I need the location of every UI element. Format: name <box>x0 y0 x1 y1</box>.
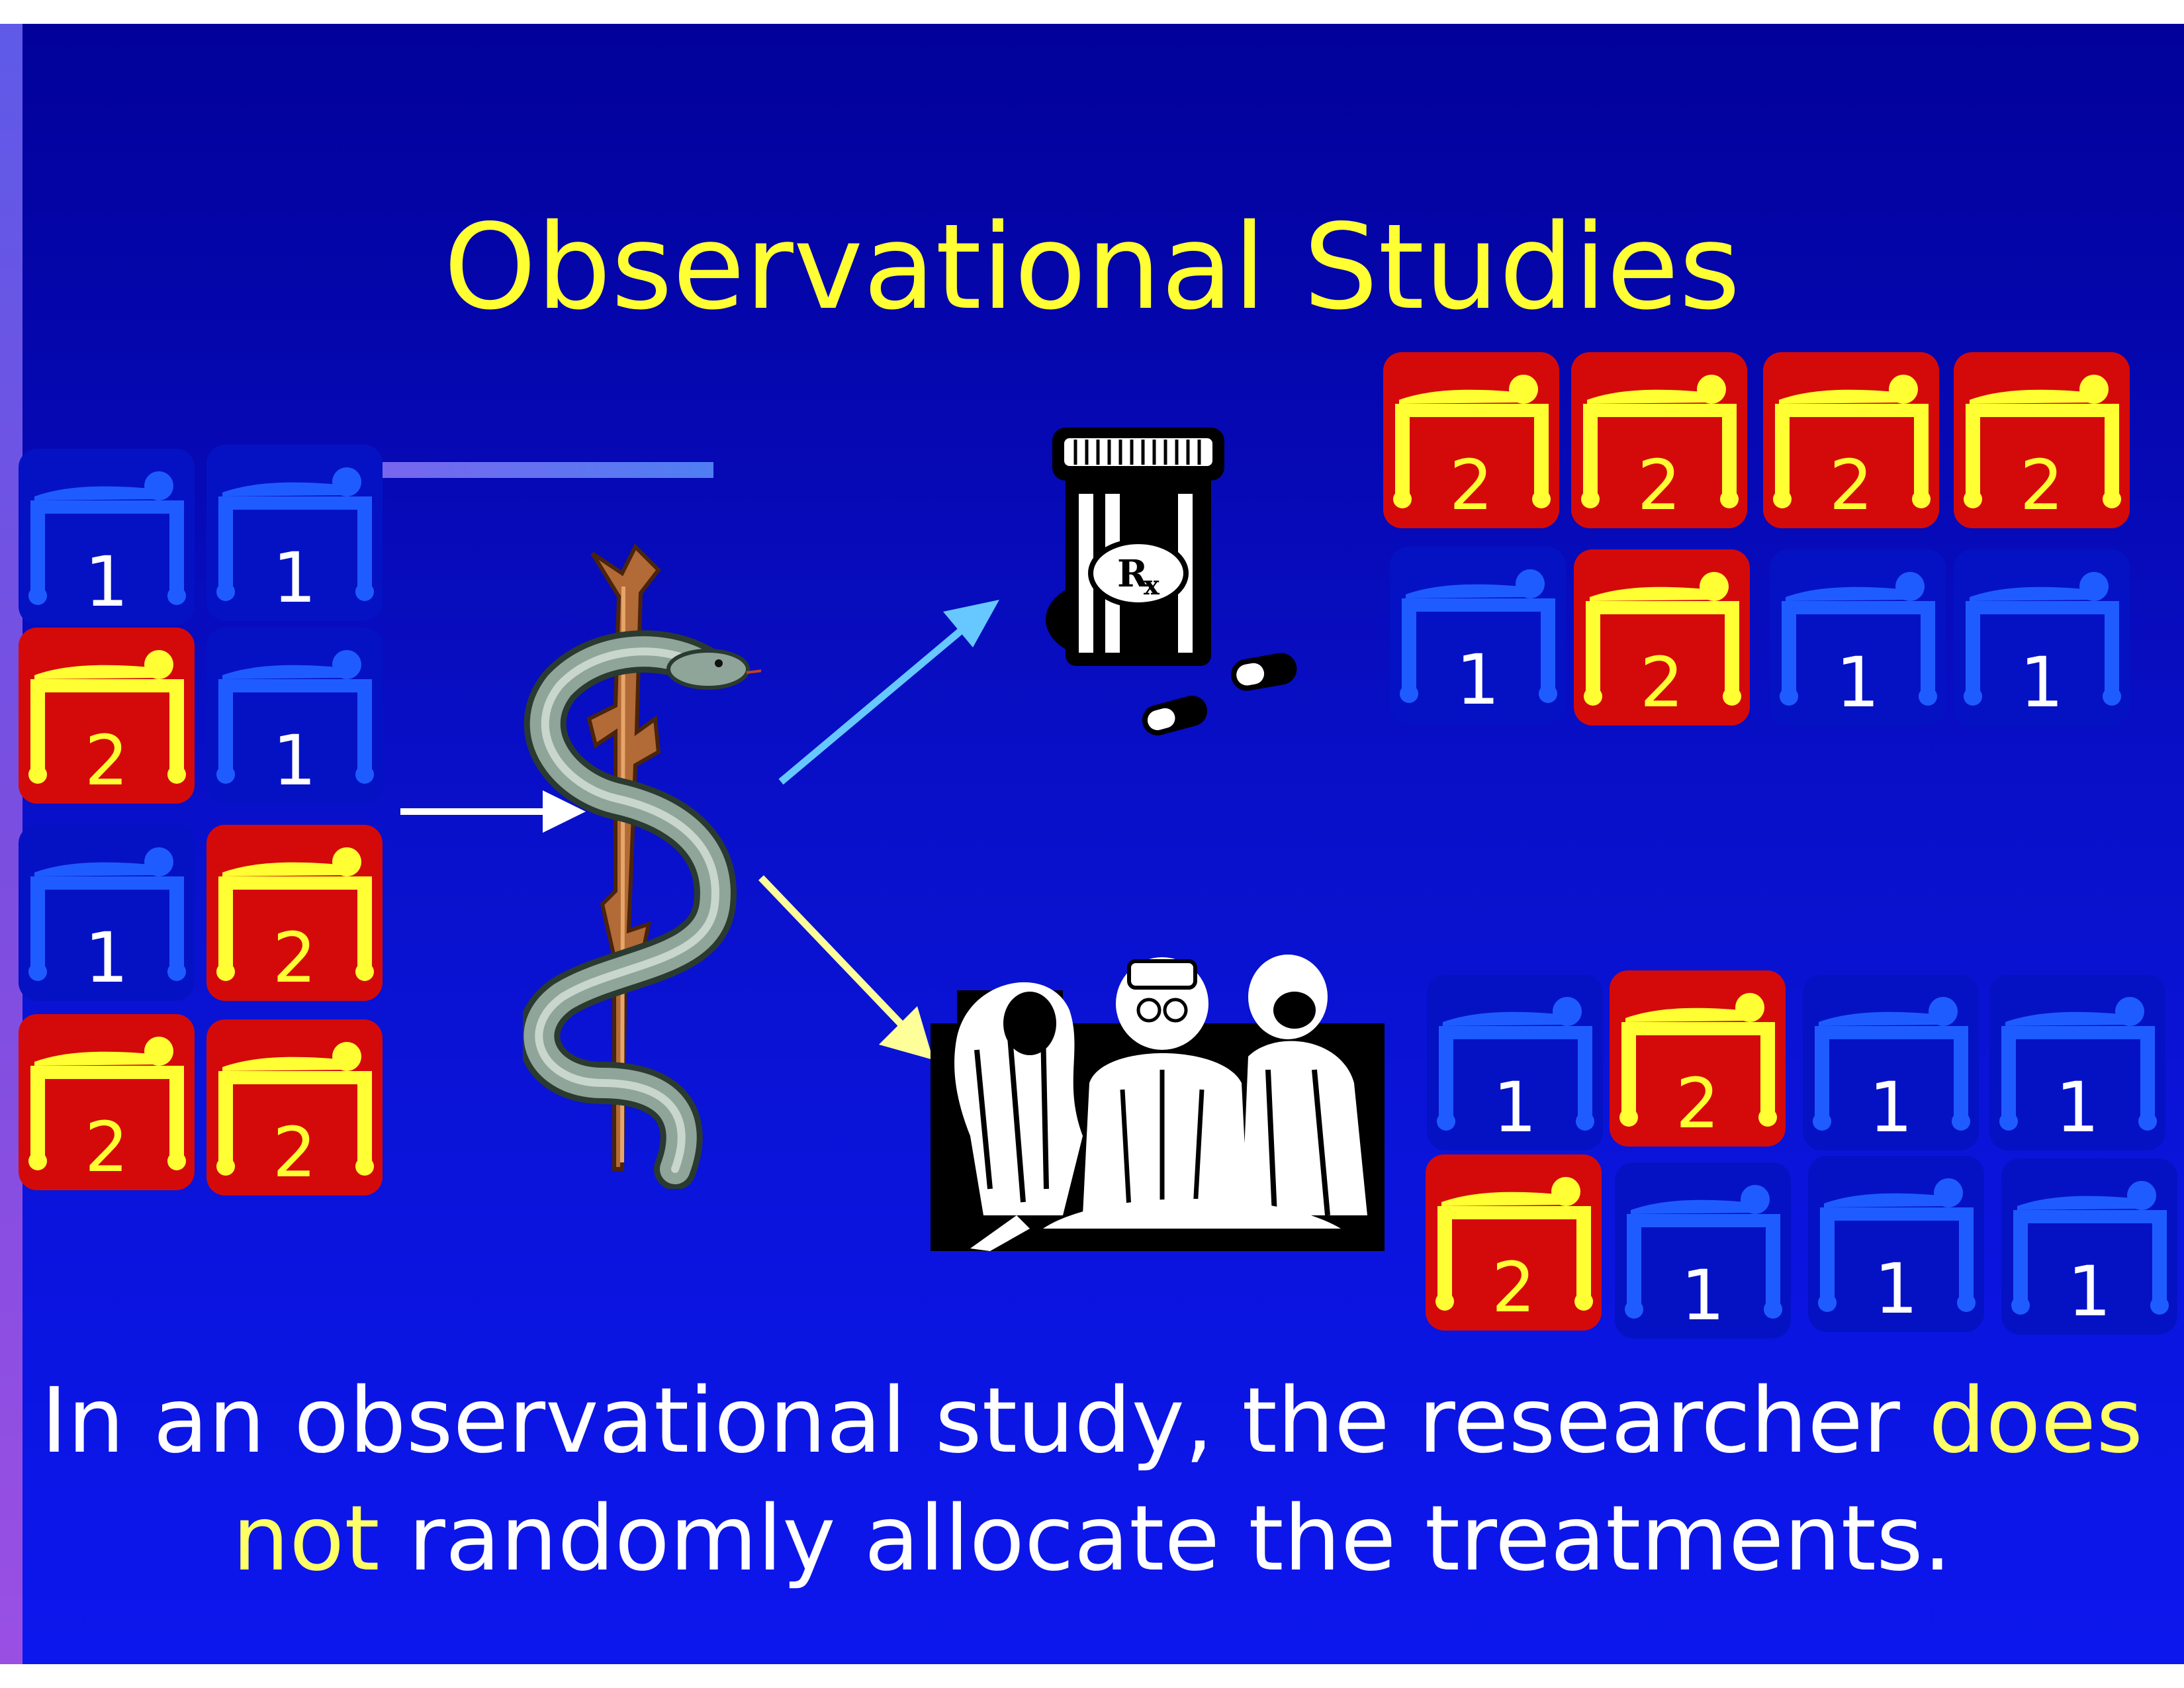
group-number: 1 <box>84 541 129 622</box>
patient-bed-icon <box>28 471 186 605</box>
group-number: 1 <box>272 720 317 801</box>
caption-text-2: randomly allocate the treatments. <box>379 1487 1952 1591</box>
patient-bed-icon <box>1964 375 2121 508</box>
patient-tile: 1 <box>1427 974 1603 1150</box>
patient-tile: 2 <box>1383 352 1559 528</box>
slide-title: Observational Studies <box>443 199 1741 336</box>
patient-tile: 1 <box>206 445 383 621</box>
patient-bed-icon <box>216 1042 374 1176</box>
patient-tile: 2 <box>19 1014 195 1190</box>
arrow-icon <box>778 600 999 785</box>
arrow-icon <box>758 875 933 1060</box>
patient-tile: 2 <box>206 1019 383 1196</box>
patient-bed-icon <box>1584 572 1741 706</box>
group-number: 2 <box>272 1112 317 1193</box>
patient-tile: 1 <box>1615 1162 1791 1338</box>
patient-bed-icon <box>1619 993 1777 1127</box>
patient-bed-icon <box>1813 997 1970 1131</box>
patient-bed-icon <box>216 650 374 784</box>
patient-tile: 1 <box>19 449 195 625</box>
slide-caption: In an observational study, the researche… <box>40 1362 2144 1598</box>
patient-bed-icon <box>1400 569 1557 703</box>
svg-text:R: R <box>1117 552 1148 596</box>
group-number: 2 <box>2019 445 2064 526</box>
patient-tile: 1 <box>1954 549 2130 726</box>
group-number: 2 <box>272 917 317 998</box>
caption-text-1: In an observational study, the researche… <box>40 1369 1929 1474</box>
patient-bed-icon <box>1773 375 1931 508</box>
group-number: 2 <box>1639 642 1684 723</box>
patient-bed-icon <box>1780 572 1937 706</box>
patient-tile: 2 <box>1571 352 1747 528</box>
group-number: 1 <box>1680 1255 1725 1336</box>
group-number: 1 <box>1874 1248 1919 1329</box>
surgeons-icon <box>931 955 1385 1251</box>
slide: Observational Studies 1 1 2 <box>0 24 2184 1664</box>
patient-tile: 1 <box>1390 547 1566 723</box>
pill-bottle-icon: R x <box>1046 428 1297 735</box>
patient-bed-icon <box>28 1037 186 1170</box>
group-number: 1 <box>1455 639 1500 720</box>
patient-bed-icon <box>1437 997 1594 1131</box>
patient-bed-icon <box>216 467 374 601</box>
caduceus-icon <box>523 543 761 1189</box>
patient-tile: 2 <box>1426 1154 1602 1331</box>
group-number: 2 <box>1491 1247 1536 1328</box>
patient-bed-icon <box>1393 375 1551 508</box>
group-number: 1 <box>2019 642 2064 723</box>
patient-tile: 2 <box>1954 352 2130 528</box>
patient-bed-icon <box>28 650 186 784</box>
patient-tile: 2 <box>1763 352 1939 528</box>
patient-bed-icon <box>28 847 186 981</box>
patient-bed-icon <box>1818 1178 1976 1312</box>
group-number: 1 <box>1835 642 1880 723</box>
caption-highlight-does: does <box>1929 1369 2144 1474</box>
svg-text:x: x <box>1144 570 1160 601</box>
patient-tile: 2 <box>1574 549 1750 726</box>
group-number: 2 <box>1449 445 1494 526</box>
patient-bed-icon <box>2011 1181 2169 1315</box>
group-number: 1 <box>1492 1067 1537 1148</box>
patient-tile: 2 <box>1610 970 1786 1147</box>
group-number: 2 <box>84 1107 129 1188</box>
patient-tile: 2 <box>206 825 383 1001</box>
patient-bed-icon <box>1581 375 1739 508</box>
patient-bed-icon <box>1435 1177 1593 1311</box>
group-number: 2 <box>84 720 129 801</box>
group-number: 2 <box>1829 445 1874 526</box>
group-number: 1 <box>1868 1067 1913 1148</box>
arrow-icon <box>400 790 586 833</box>
patient-tile: 1 <box>1989 974 2165 1150</box>
patient-tile: 1 <box>1770 549 1946 726</box>
group-number: 1 <box>84 917 129 998</box>
patient-tile: 1 <box>1803 974 1979 1150</box>
patient-tile: 1 <box>1808 1156 1984 1332</box>
patient-bed-icon <box>216 847 374 981</box>
group-number: 1 <box>2067 1251 2112 1332</box>
patient-tile: 1 <box>2001 1158 2177 1335</box>
caption-highlight-not: not <box>232 1487 380 1591</box>
patient-bed-icon <box>1999 997 2157 1131</box>
title-divider <box>383 462 713 478</box>
group-number: 1 <box>2055 1067 2100 1148</box>
patient-bed-icon <box>1964 572 2121 706</box>
group-number: 1 <box>272 538 317 618</box>
patient-tile: 1 <box>19 825 195 1001</box>
patient-bed-icon <box>1625 1185 1782 1319</box>
patient-tile: 1 <box>206 628 383 804</box>
patient-tile: 2 <box>19 628 195 804</box>
group-number: 2 <box>1675 1063 1720 1144</box>
group-number: 2 <box>1637 445 1682 526</box>
